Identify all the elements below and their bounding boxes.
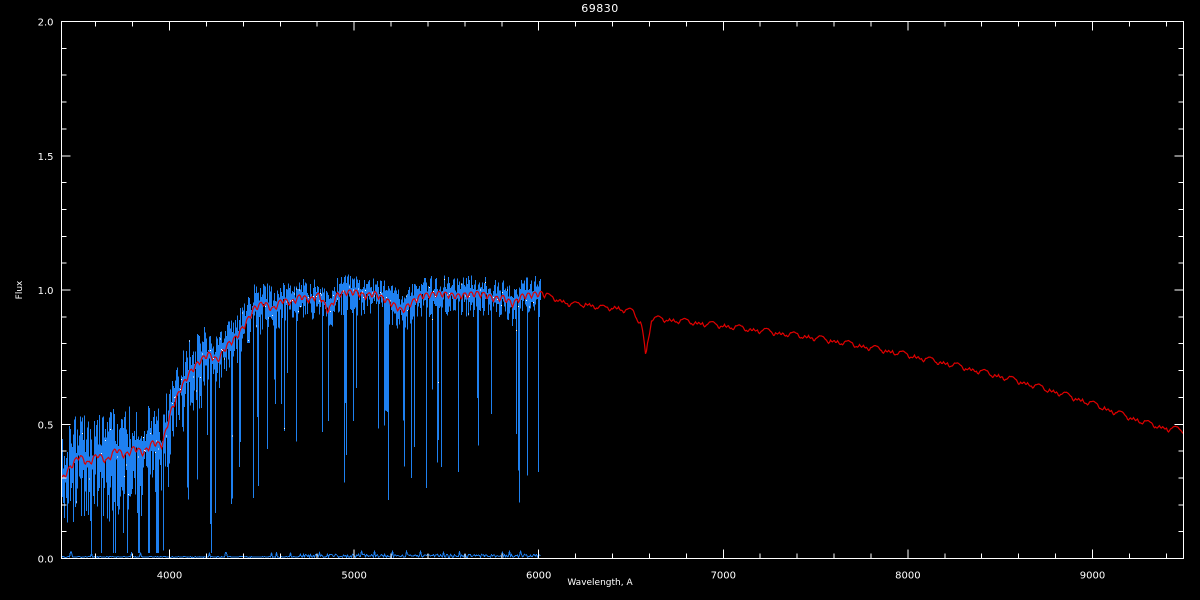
y-tick-label: 1.5 <box>38 152 54 163</box>
page-title: 69830 <box>581 2 619 15</box>
x-tick-label: 9000 <box>1080 571 1105 582</box>
model-spectrum-trace <box>60 289 1184 479</box>
y-tick-label: 1.0 <box>38 286 54 297</box>
observed-spectrum-trace <box>61 274 541 554</box>
axes-layer: 4000 5000 6000 7000 8000 9000 0.0 0.5 1.0 1.5 2.0 <box>38 18 1184 582</box>
x-axis-label: Wavelength, A <box>567 578 633 588</box>
x-tick-label: 6000 <box>526 571 551 582</box>
error-array-trace <box>61 549 541 559</box>
x-tick-label: 8000 <box>895 571 920 582</box>
x-tick-label: 5000 <box>341 571 366 582</box>
y-tick-label: 0.5 <box>38 420 54 431</box>
data-layer <box>60 274 1184 559</box>
y-tick-label: 0.0 <box>38 555 54 566</box>
x-tick-label: 4000 <box>157 571 182 582</box>
x-tick-label: 7000 <box>711 571 736 582</box>
plot-frame <box>61 21 1184 559</box>
y-tick-label: 2.0 <box>38 18 54 29</box>
